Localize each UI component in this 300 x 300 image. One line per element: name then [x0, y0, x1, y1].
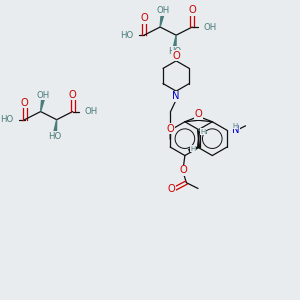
- Polygon shape: [160, 14, 164, 27]
- Polygon shape: [189, 147, 198, 152]
- Text: HO: HO: [0, 115, 14, 124]
- Text: O: O: [167, 124, 174, 134]
- Text: OH: OH: [156, 6, 170, 15]
- Text: H: H: [190, 146, 195, 152]
- Text: HO: HO: [49, 131, 62, 140]
- Text: OH: OH: [37, 91, 50, 100]
- Text: O: O: [21, 98, 28, 108]
- Text: O: O: [167, 184, 175, 194]
- Polygon shape: [40, 99, 44, 112]
- Text: O: O: [69, 90, 76, 100]
- Text: H: H: [200, 129, 206, 135]
- Text: HO: HO: [168, 47, 181, 56]
- Text: N: N: [232, 125, 239, 135]
- Text: HO: HO: [120, 31, 133, 40]
- Text: O: O: [195, 110, 203, 119]
- Polygon shape: [54, 120, 57, 132]
- Text: O: O: [140, 13, 148, 23]
- Text: H: H: [232, 123, 238, 129]
- Text: O: O: [172, 51, 180, 61]
- Polygon shape: [173, 35, 176, 48]
- Text: O: O: [180, 165, 187, 175]
- Text: OH: OH: [204, 22, 217, 32]
- Text: N: N: [172, 91, 180, 101]
- Text: O: O: [188, 5, 196, 15]
- Text: OH: OH: [84, 107, 98, 116]
